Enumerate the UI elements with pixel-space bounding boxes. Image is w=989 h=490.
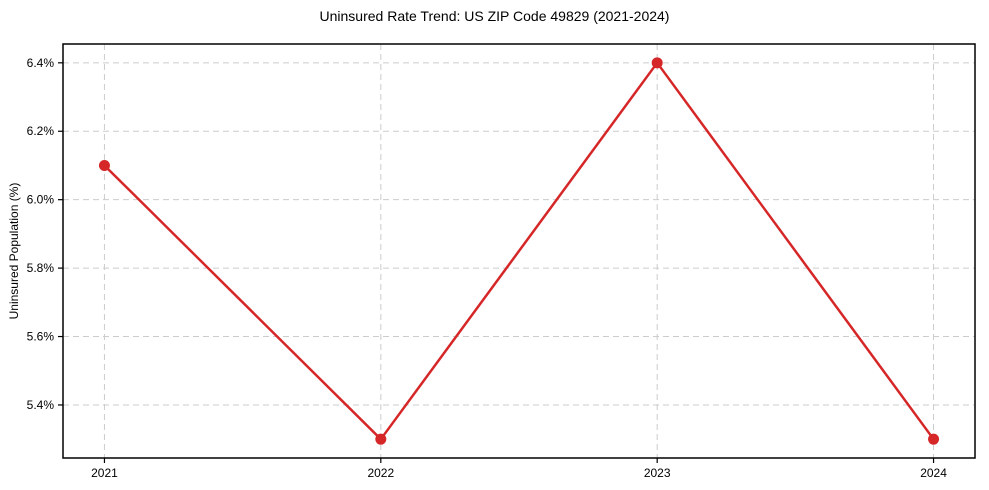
x-tick-label: 2021 — [91, 466, 118, 480]
y-tick-label: 6.0% — [27, 193, 55, 207]
y-tick-label: 5.4% — [27, 398, 55, 412]
axes-frame — [62, 43, 976, 459]
data-point-marker — [375, 433, 387, 445]
x-tick-label: 2023 — [644, 466, 671, 480]
data-point-marker — [928, 433, 940, 445]
y-tick-label: 6.2% — [27, 124, 55, 138]
chart-title: Uninsured Rate Trend: US ZIP Code 49829 … — [319, 8, 670, 24]
y-tick-label: 5.6% — [27, 330, 55, 344]
y-tick-label: 5.8% — [27, 261, 55, 275]
data-point-marker — [651, 57, 663, 69]
data-point-marker — [98, 159, 110, 171]
x-tick-label: 2022 — [367, 466, 394, 480]
x-tick-label: 2024 — [920, 466, 947, 480]
y-tick-label: 6.4% — [27, 56, 55, 70]
trend-line — [103, 61, 935, 441]
